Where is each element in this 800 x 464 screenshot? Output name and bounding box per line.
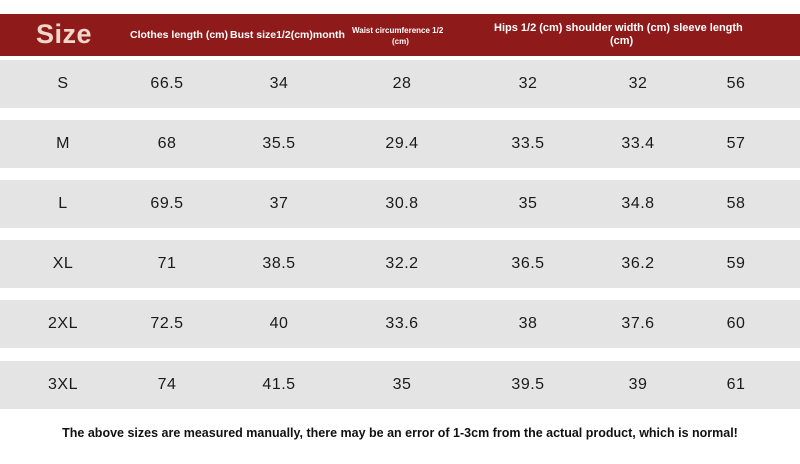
table-header: Size Clothes length (cm) Bust size1/2(cm… (0, 14, 800, 56)
hips-shoulder-sleeve-header: Hips 1/2 (cm) shoulder width (cm) sleeve… (494, 22, 794, 48)
waist-header: Waist circumference 1/2 (cm) (352, 25, 464, 47)
size-cell: 3XL (48, 376, 78, 393)
waist-cell: 33.6 (385, 315, 419, 332)
waist-cell: 35 (392, 376, 412, 393)
clothes-length-cell: 69.5 (150, 195, 184, 212)
sleeve-cell: 56 (726, 75, 746, 92)
shoulder-cell: 33.4 (621, 135, 655, 152)
shoulder-cell: 39 (628, 376, 648, 393)
measurement-footnote: The above sizes are measured manually, t… (62, 426, 738, 440)
table-row: S 66.5 34 28 32 32 56 (0, 60, 800, 108)
hips-shoulder-sleeve-header-line1: Hips 1/2 (cm) shoulder width (cm) sleeve… (494, 22, 743, 34)
shoulder-cell: 34.8 (621, 195, 655, 212)
sleeve-cell: 57 (726, 135, 746, 152)
sleeve-cell: 59 (726, 255, 746, 272)
size-cell: 2XL (48, 315, 78, 332)
hips-shoulder-sleeve-header-line2: (cm) (610, 35, 634, 47)
bust-cell: 34 (269, 75, 289, 92)
bust-cell: 40 (269, 315, 289, 332)
waist-header-line1: Waist circumference 1/2 (352, 26, 444, 35)
bust-cell: 38.5 (262, 255, 296, 272)
hips-cell: 33.5 (511, 135, 545, 152)
bust-cell: 35.5 (262, 135, 296, 152)
size-cell: S (57, 75, 69, 92)
clothes-length-cell: 72.5 (150, 315, 184, 332)
table-row: XL 71 38.5 32.2 36.5 36.2 59 (0, 240, 800, 288)
bust-cell: 41.5 (262, 376, 296, 393)
table-row: L 69.5 37 30.8 35 34.8 58 (0, 180, 800, 228)
size-cell: M (56, 135, 70, 152)
hips-cell: 32 (518, 75, 538, 92)
size-header: Size (36, 19, 93, 49)
waist-cell: 29.4 (385, 135, 419, 152)
shoulder-cell: 36.2 (621, 255, 655, 272)
hips-cell: 38 (518, 315, 538, 332)
sleeve-cell: 61 (726, 376, 746, 393)
table-row: M 68 35.5 29.4 33.5 33.4 57 (0, 120, 800, 168)
clothes-length-header: Clothes length (cm) (130, 29, 229, 41)
waist-cell: 30.8 (385, 195, 419, 212)
waist-cell: 32.2 (385, 255, 419, 272)
size-cell: L (58, 195, 68, 212)
sleeve-cell: 58 (726, 195, 746, 212)
waist-cell: 28 (392, 75, 412, 92)
bust-size-header: Bust size1/2(cm)month (230, 29, 345, 41)
clothes-length-cell: 68 (157, 135, 177, 152)
clothes-length-cell: 71 (157, 255, 177, 272)
hips-cell: 35 (518, 195, 538, 212)
table-row: 3XL 74 41.5 35 39.5 39 61 (0, 361, 800, 409)
sleeve-cell: 60 (726, 315, 746, 332)
bust-cell: 37 (269, 195, 289, 212)
clothes-length-cell: 66.5 (150, 75, 184, 92)
hips-cell: 39.5 (511, 376, 545, 393)
hips-cell: 36.5 (511, 255, 545, 272)
shoulder-cell: 32 (628, 75, 648, 92)
waist-header-line2: (cm) (392, 37, 409, 46)
table-row: 2XL 72.5 40 33.6 38 37.6 60 (0, 300, 800, 348)
size-cell: XL (52, 255, 74, 272)
clothes-length-cell: 74 (157, 376, 177, 393)
shoulder-cell: 37.6 (621, 315, 655, 332)
